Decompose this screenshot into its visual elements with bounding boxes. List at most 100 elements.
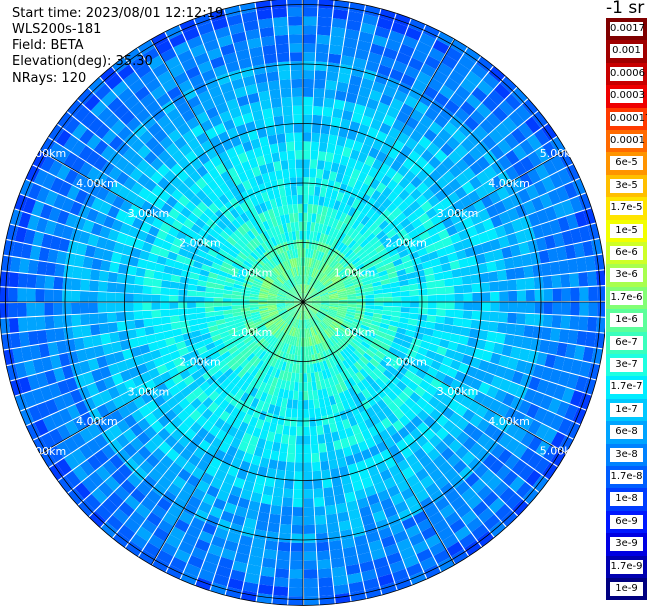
range-bin-cell <box>53 367 66 382</box>
range-bin-cell <box>477 530 494 547</box>
range-bin-cell <box>360 77 374 90</box>
range-bin-cell <box>329 272 338 280</box>
range-bin-cell <box>448 70 465 85</box>
range-bin-cell <box>86 382 100 397</box>
range-bin-cell <box>327 348 335 358</box>
range-bin-cell <box>316 232 322 242</box>
range-bin-cell <box>231 294 241 299</box>
range-bin-cell <box>310 291 318 298</box>
range-bin-cell <box>91 487 108 504</box>
range-bin-cell <box>488 321 499 332</box>
range-bin-cell <box>333 99 345 110</box>
range-bin-cell <box>556 246 568 261</box>
range-bin-cell <box>388 248 399 258</box>
range-bin-cell <box>171 93 187 108</box>
range-bin-cell <box>296 302 303 309</box>
range-bin-cell <box>151 433 165 448</box>
range-bin-cell <box>112 395 126 410</box>
range-bin-cell <box>323 254 330 264</box>
range-bin-cell <box>486 385 499 399</box>
range-bin-cell <box>126 329 138 340</box>
range-bin-cell <box>177 122 191 136</box>
range-bin-cell <box>225 253 236 262</box>
range-bin-cell <box>387 401 399 413</box>
range-bin-cell <box>201 264 212 272</box>
range-bin-cell <box>298 310 302 320</box>
range-bin-cell <box>313 88 325 98</box>
range-bin-cell <box>111 341 122 353</box>
range-bin-cell <box>233 40 249 52</box>
range-bin-cell <box>380 318 391 325</box>
range-bin-cell <box>444 348 456 359</box>
range-bin-cell <box>450 359 462 371</box>
range-bin-cell <box>258 183 267 194</box>
range-bin-cell <box>201 223 213 234</box>
range-bin-cell <box>332 249 340 259</box>
range-bin-cell <box>168 129 182 143</box>
range-bin-cell <box>277 243 284 254</box>
range-bin-cell <box>456 343 467 354</box>
range-bin-cell <box>356 402 366 414</box>
range-bin-cell <box>351 219 361 230</box>
azimuth-spoke <box>302 301 456 565</box>
range-bin-cell <box>378 326 388 334</box>
range-bin-cell <box>340 437 350 449</box>
range-bin-cell <box>344 185 354 196</box>
range-bin-cell <box>19 331 30 347</box>
range-bin-cell <box>213 293 224 298</box>
range-bin-cell <box>479 320 490 331</box>
range-bin-cell <box>88 291 98 302</box>
range-bin-cell <box>202 239 213 249</box>
range-bin-cell <box>167 251 178 261</box>
range-bin-cell <box>265 321 275 329</box>
range-bin-cell <box>422 237 434 248</box>
colorbar-tick-label: 1.7e-7 <box>610 380 643 395</box>
range-bin-cell <box>501 246 513 259</box>
range-bin-cell <box>267 294 277 298</box>
range-bin-cell <box>277 415 285 426</box>
range-bin-cell <box>130 533 148 549</box>
range-bin-cell <box>301 310 303 320</box>
range-bin-cell <box>169 302 179 309</box>
range-bin-cell <box>163 469 178 483</box>
range-bin-cell <box>369 358 380 368</box>
range-bin-cell <box>215 384 226 395</box>
range-bin-cell <box>311 294 320 299</box>
range-bin-cell <box>287 7 302 17</box>
range-bin-cell <box>415 326 426 334</box>
range-bin-cell <box>405 137 418 150</box>
range-bin-cell <box>70 389 83 404</box>
range-bin-cell <box>414 241 426 251</box>
range-bin-cell <box>312 336 317 346</box>
range-bin-cell <box>367 493 380 506</box>
range-bin-cell <box>255 0 272 12</box>
range-bin-cell <box>418 295 428 302</box>
range-bin-cell <box>347 239 357 249</box>
range-bin-cell <box>289 43 303 53</box>
colorbar-unit: -1 sr <box>606 0 645 18</box>
range-bin-cell <box>321 253 328 263</box>
range-bin-cell <box>490 160 505 175</box>
range-bin-cell <box>296 435 303 445</box>
range-bin-cell <box>311 304 321 308</box>
range-bin-cell <box>324 265 331 275</box>
range-bin-cell <box>305 328 309 338</box>
range-bin-cell <box>483 165 498 180</box>
range-bin-cell <box>411 218 423 229</box>
range-bin-cell <box>374 26 391 39</box>
range-bin-cell <box>365 334 375 342</box>
range-bin-cell <box>488 66 506 83</box>
range-bin-cell <box>125 190 138 204</box>
range-bin-cell <box>315 177 323 188</box>
range-bin-cell <box>280 515 292 525</box>
range-bin-cell <box>289 345 294 355</box>
range-bin-cell <box>48 124 65 142</box>
range-bin-cell <box>295 444 303 454</box>
range-bin-cell <box>417 409 429 422</box>
range-bin-cell <box>507 312 517 324</box>
range-bin-cell <box>406 324 417 332</box>
range-bin-cell <box>286 344 292 354</box>
range-bin-cell <box>452 129 467 144</box>
range-bin-cell <box>344 248 354 258</box>
range-bin-cell <box>415 194 428 207</box>
